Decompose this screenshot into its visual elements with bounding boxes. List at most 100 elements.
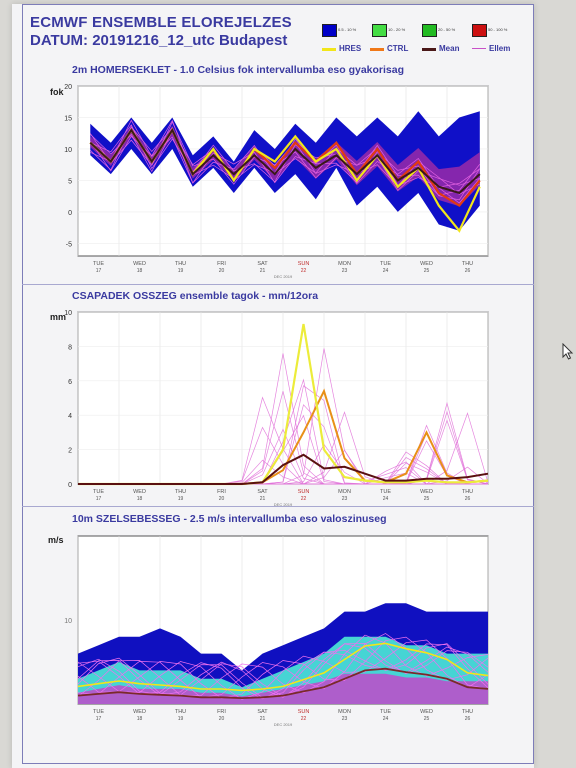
wind-member-line-3: [77, 636, 489, 699]
x-day-label-0-4: SAT: [257, 261, 268, 267]
x-date-label-2-8: 25: [424, 716, 430, 722]
x-day-label-1-3: FRI: [217, 489, 226, 495]
x-day-label-1-9: THU: [462, 489, 473, 495]
legend-box-0: [322, 24, 337, 37]
legend-box-2: [422, 24, 437, 37]
x-day-label-2-2: THU: [175, 709, 186, 715]
legend-box-1: [372, 24, 387, 37]
x-month-label-2: DEC 2019: [274, 722, 293, 727]
x-date-label-0-5: 22: [301, 268, 307, 274]
precip-ytick-3: 4: [68, 413, 72, 420]
x-day-label-0-2: THU: [175, 261, 186, 267]
temp-ylabel: fok: [50, 87, 64, 97]
x-date-label-1-3: 20: [219, 496, 225, 502]
x-date-label-0-2: 19: [178, 268, 184, 274]
temp-envelope-area: [90, 111, 480, 231]
x-day-label-2-8: WED: [420, 709, 433, 715]
precip-mean-line: [78, 453, 489, 485]
x-day-label-0-3: FRI: [217, 261, 226, 267]
x-date-label-2-5: 22: [301, 716, 307, 722]
precip-ytick-1: 8: [68, 344, 72, 351]
precip-ytick-4: 2: [68, 448, 72, 455]
x-date-label-2-7: 24: [383, 716, 389, 722]
legend-line-3: [472, 48, 486, 49]
legend-box-label-1: 10 - 20 %: [388, 27, 406, 32]
temp-mean-line: [89, 128, 481, 195]
wind-chart-title: 10m SZELSEBESSEG - 2.5 m/s intervallumba…: [72, 513, 387, 525]
x-date-label-2-2: 19: [178, 716, 184, 722]
x-date-label-1-5: 22: [301, 496, 307, 502]
x-day-label-2-0: TUE: [93, 709, 104, 715]
x-day-label-1-7: TUE: [380, 489, 391, 495]
report-date: DATUM: 20191216_12_utc Budapest: [30, 32, 288, 49]
x-day-label-2-1: WED: [133, 709, 146, 715]
x-day-label-0-0: TUE: [93, 261, 104, 267]
x-day-label-0-6: MON: [338, 261, 351, 267]
x-day-label-0-9: THU: [462, 261, 473, 267]
x-date-label-0-0: 17: [96, 268, 102, 274]
temp-ytick-1: 15: [64, 115, 72, 122]
x-day-label-2-4: SAT: [257, 709, 268, 715]
x-day-label-1-4: SAT: [257, 489, 268, 495]
x-date-label-1-2: 19: [178, 496, 184, 502]
temp-chart-title: 2m HOMERSEKLET - 1.0 Celsius fok interva…: [72, 64, 405, 76]
wind-hres-line: [77, 642, 489, 692]
legend-line-label-0: HRES: [339, 44, 362, 53]
x-day-label-1-6: MON: [338, 489, 351, 495]
x-date-label-0-3: 20: [219, 268, 225, 274]
x-date-label-2-0: 17: [96, 716, 102, 722]
temp-member-line-3: [90, 119, 481, 188]
x-date-label-2-4: 21: [260, 716, 266, 722]
x-day-label-2-5: SUN: [298, 709, 310, 715]
legend-box-label-0: 0.5 - 10 %: [338, 27, 357, 32]
legend-box-label-3: 50 - 100 %: [488, 27, 508, 32]
wind-member-line-4: [77, 633, 489, 698]
precip-ytick-0: 10: [64, 310, 72, 317]
precip-ytick-2: 6: [68, 379, 72, 386]
temp-ytick-5: -5: [66, 241, 72, 248]
x-date-label-1-8: 25: [424, 496, 430, 502]
x-day-label-2-6: MON: [338, 709, 351, 715]
wind-member-line-6: [77, 642, 489, 697]
temp-member-line-4: [90, 126, 480, 192]
mouse-cursor-icon: [562, 343, 574, 360]
precip-ylabel: mm: [50, 312, 66, 322]
legend-line-2: [422, 48, 436, 51]
x-date-label-0-4: 21: [260, 268, 266, 274]
x-date-label-1-7: 24: [383, 496, 389, 502]
temp-ytick-0: 20: [64, 84, 72, 91]
x-day-label-1-5: SUN: [298, 489, 310, 495]
x-day-label-0-5: SUN: [298, 261, 310, 267]
panel-divider-1: [22, 284, 534, 285]
x-date-label-0-8: 25: [424, 268, 430, 274]
x-month-label-0: DEC 2019: [274, 274, 293, 279]
x-date-label-1-6: 23: [342, 496, 348, 502]
x-day-label-0-8: WED: [420, 261, 433, 267]
wind-member-line-5: [77, 634, 489, 697]
x-date-label-2-1: 18: [137, 716, 143, 722]
temp-ytick-4: 0: [68, 210, 72, 217]
legend-box-label-2: 20 - 50 %: [438, 27, 456, 32]
x-day-label-1-2: THU: [175, 489, 186, 495]
wind-ytick-0: 10: [64, 618, 72, 625]
x-day-label-2-3: FRI: [217, 709, 226, 715]
x-date-label-1-4: 21: [260, 496, 266, 502]
x-month-label-1: DEC 2019: [274, 502, 293, 507]
x-date-label-0-7: 24: [383, 268, 389, 274]
wind-mean-line: [77, 667, 489, 700]
x-date-label-2-9: 26: [465, 716, 471, 722]
x-day-label-2-7: TUE: [380, 709, 391, 715]
legend-line-label-3: Ellem: [489, 44, 511, 53]
x-date-label-2-6: 23: [342, 716, 348, 722]
wind-ylabel: m/s: [48, 535, 64, 545]
x-day-label-1-0: TUE: [93, 489, 104, 495]
x-date-label-1-1: 18: [137, 496, 143, 502]
x-date-label-0-1: 18: [137, 268, 143, 274]
wind-member-line-0: [77, 643, 489, 698]
x-date-label-2-3: 20: [219, 716, 225, 722]
temp-ytick-2: 10: [64, 147, 72, 154]
x-day-label-1-8: WED: [420, 489, 433, 495]
legend-line-1: [370, 48, 384, 51]
panel-divider-2: [22, 506, 534, 507]
